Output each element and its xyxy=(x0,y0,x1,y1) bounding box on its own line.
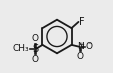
Text: O: O xyxy=(31,55,38,64)
Text: F: F xyxy=(78,17,84,27)
Text: N: N xyxy=(76,42,83,51)
Text: O: O xyxy=(85,42,92,51)
Text: +: + xyxy=(78,42,84,48)
Text: ⁻: ⁻ xyxy=(86,41,90,50)
Text: CH₃: CH₃ xyxy=(12,44,29,53)
Text: O: O xyxy=(76,52,83,61)
Text: S: S xyxy=(32,44,38,54)
Text: O: O xyxy=(31,34,38,43)
